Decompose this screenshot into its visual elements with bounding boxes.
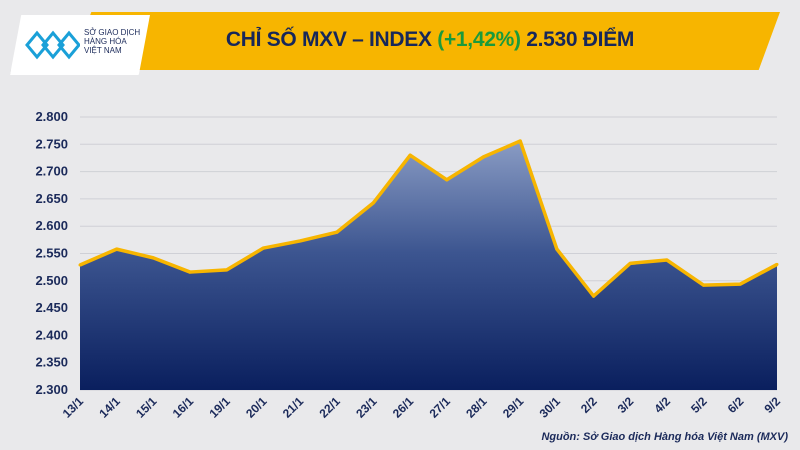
data-point [188, 270, 192, 274]
data-point [775, 262, 779, 266]
x-tick-label: 9/2 [761, 394, 783, 416]
data-point [738, 282, 742, 286]
title-banner [70, 12, 780, 70]
data-point [555, 247, 559, 251]
x-tick-label: 3/2 [615, 394, 637, 416]
x-tick-label: 6/2 [725, 394, 747, 416]
source-note: Nguồn: Sở Giao dịch Hàng hóa Việt Nam (M… [541, 431, 788, 443]
x-tick-label: 14/1 [96, 394, 123, 421]
y-tick-label: 2.500 [35, 273, 68, 288]
x-tick-label: 30/1 [537, 394, 564, 421]
mxv-logo-icon [25, 30, 80, 60]
x-tick-label: 20/1 [243, 394, 270, 421]
x-tick-label: 5/2 [688, 394, 710, 416]
title-value: 2.530 ĐIỂM [526, 28, 635, 51]
data-point [261, 246, 265, 250]
y-tick-label: 2.700 [35, 164, 68, 179]
x-tick-label: 16/1 [170, 394, 197, 421]
y-tick-label: 2.350 [35, 355, 68, 370]
x-tick-label: 23/1 [353, 394, 380, 421]
area-fill [80, 141, 777, 390]
data-point [408, 153, 412, 157]
y-tick-label: 2.550 [35, 246, 68, 261]
y-tick-label: 2.600 [35, 218, 68, 233]
logo-text: SỞ GIAO DỊCH HÀNG HÓA VIỆT NAM [84, 28, 144, 55]
x-tick-label: 22/1 [316, 394, 343, 421]
x-tick-label: 26/1 [390, 394, 417, 421]
y-tick-label: 2.450 [35, 300, 68, 315]
series-line [79, 139, 778, 298]
x-tick-label: 2/2 [578, 394, 600, 416]
chart-title: CHỈ SỐ MXV – INDEX (+1,42%) 2.530 ĐIỂM [150, 28, 710, 52]
title-prefix: CHỈ SỐ MXV – INDEX [225, 28, 432, 51]
x-tick-label: 27/1 [427, 394, 454, 421]
data-point [665, 258, 669, 262]
data-point [225, 268, 229, 272]
data-point [371, 201, 375, 205]
data-point [335, 230, 339, 234]
y-tick-label: 2.650 [35, 191, 68, 206]
x-tick-label: 21/1 [280, 394, 307, 421]
logo-line: SỞ GIAO DỊCH [84, 28, 141, 37]
y-tick-label: 2.300 [35, 382, 68, 397]
data-point [628, 261, 632, 265]
x-tick-label: 13/1 [60, 394, 87, 421]
x-tick-label: 15/1 [133, 394, 160, 421]
logo-line: HÀNG HÓA [84, 37, 127, 46]
logo [10, 15, 150, 75]
data-point [151, 256, 155, 260]
x-tick-label: 19/1 [206, 394, 233, 421]
data-point [518, 139, 522, 143]
x-tick-label: 28/1 [463, 394, 490, 421]
y-tick-label: 2.750 [35, 136, 68, 151]
data-point [115, 247, 119, 251]
x-tick-label: 4/2 [651, 394, 673, 416]
y-tick-label: 2.400 [35, 327, 68, 342]
x-tick-label: 29/1 [500, 394, 527, 421]
data-point [445, 178, 449, 182]
logo-line: VIỆT NAM [84, 46, 122, 55]
data-point [298, 239, 302, 243]
title-change: (+1,42%) [437, 28, 521, 51]
data-point [482, 155, 486, 159]
data-point [592, 294, 596, 298]
data-point [702, 283, 706, 287]
y-tick-label: 2.800 [35, 109, 68, 124]
data-point [78, 263, 82, 267]
